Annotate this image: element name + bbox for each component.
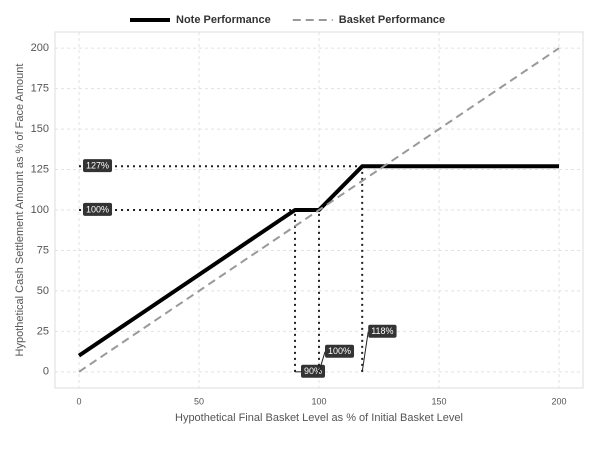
y-tick-label: 25 <box>37 325 49 337</box>
callout <box>318 351 326 372</box>
x-tick-label: 150 <box>431 396 446 406</box>
x-tick-label: 200 <box>551 396 566 406</box>
annotation-box <box>83 159 113 173</box>
annotation-label: 90% <box>304 366 322 376</box>
y-tick-label: 50 <box>37 285 49 297</box>
callout <box>361 331 369 372</box>
x-tick-label: 100 <box>311 396 326 406</box>
y-tick-label: 200 <box>31 42 49 54</box>
annotation-label: 100% <box>328 346 351 356</box>
annotation-label: 127% <box>86 161 109 171</box>
annotation: 90% <box>301 364 326 378</box>
annotation-box <box>83 202 113 216</box>
annotation: 100% <box>83 202 113 216</box>
y-tick-label: 100 <box>31 204 49 216</box>
series-line <box>78 47 560 373</box>
y-tick-label: 125 <box>31 163 49 175</box>
y-tick-label: 175 <box>31 83 49 95</box>
annotation-label: 100% <box>86 204 109 214</box>
y-tick-label: 150 <box>31 123 49 135</box>
legend-label: Basket Performance <box>339 14 445 26</box>
annotation: 100% <box>325 344 355 358</box>
annotation: 127% <box>83 159 113 173</box>
y-tick-label: 75 <box>37 244 49 256</box>
x-tick-label: 50 <box>194 396 204 406</box>
x-tick-label: 0 <box>76 396 81 406</box>
y-axis-title: Hypothetical Cash Settlement Amount as %… <box>14 64 26 357</box>
annotation-box <box>325 344 355 358</box>
x-axis-title: Hypothetical Final Basket Level as % of … <box>175 412 463 424</box>
annotation-box <box>368 324 397 338</box>
annotation: 118% <box>368 324 397 338</box>
annotation-label: 118% <box>371 326 393 336</box>
legend-label: Note Performance <box>176 14 271 26</box>
annotation-box <box>301 364 326 378</box>
y-tick-label: 0 <box>43 366 49 378</box>
